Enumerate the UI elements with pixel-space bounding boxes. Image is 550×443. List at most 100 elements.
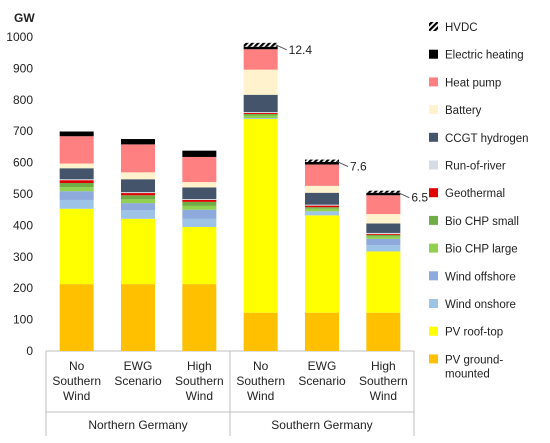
bar-segment-run-of-river — [121, 192, 155, 194]
bar-segment-heat-pump — [182, 156, 217, 183]
x-tick-label: No Southern Wind — [236, 359, 285, 403]
bar-segment-pv-ground-mounted — [243, 312, 278, 351]
bars — [59, 42, 401, 351]
bar-segment-run-of-river — [366, 232, 401, 234]
bar-segment-heat-pump — [121, 144, 155, 173]
bar-segment-run-of-river — [243, 112, 278, 113]
bar-segment-bio-chp-large — [182, 205, 217, 210]
bar-segment-wind-onshore — [243, 118, 278, 119]
bar-segment-heat-pump — [243, 49, 278, 70]
bar-segment-ccgt-hydrogen — [366, 223, 401, 233]
bar-segment-geothermal — [59, 180, 94, 184]
legend-swatch — [429, 160, 438, 170]
bar-segment-battery — [366, 214, 401, 224]
bar-segment-geothermal — [182, 199, 217, 202]
y-axis-label: GW — [14, 11, 35, 25]
bar-segment-bio-chp-large — [121, 199, 155, 204]
group-label: Northern Germany — [88, 418, 187, 432]
bar-segment-bio-chp-small — [243, 113, 278, 116]
bar-segment-bio-chp-large — [243, 115, 278, 119]
bar-segment-run-of-river — [305, 204, 339, 206]
legend-swatch — [429, 215, 438, 225]
legend-swatch — [429, 132, 438, 142]
bar-segment-hvdc — [305, 159, 339, 162]
bar-segment-ccgt-hydrogen — [182, 187, 217, 200]
bar-segment-heat-pump — [59, 136, 94, 164]
y-tick-label: 200 — [13, 281, 33, 295]
bar-segment-ccgt-hydrogen — [59, 168, 94, 180]
x-tick-label: EWG Scenario — [114, 359, 162, 388]
bar-segment-pv-ground-mounted — [366, 312, 401, 351]
annotation-leader — [275, 44, 287, 51]
bar-segment-wind-onshore — [121, 210, 155, 219]
legend-swatch — [429, 188, 438, 198]
annotation-leader — [336, 161, 349, 168]
bar-segment-electric-heating — [366, 192, 401, 196]
legend-label: Electric heating — [445, 50, 524, 62]
y-tick-label: 600 — [13, 156, 33, 170]
y-tick-label: 0 — [26, 344, 33, 358]
bar-segment-electric-heating — [121, 139, 155, 145]
bar-segment-wind-onshore — [366, 245, 401, 252]
legend-label: PV roof-top — [445, 327, 503, 339]
legend-swatch — [429, 243, 438, 253]
bar-segment-battery — [243, 69, 278, 95]
legend: HVDC Electric heating Heat pump Battery CCGT… — [429, 22, 529, 380]
bar-segment-hvdc — [366, 190, 401, 193]
annotation-label: 12.4 — [289, 43, 313, 57]
bar-segment-geothermal — [305, 205, 339, 208]
bar-segment-pv-ground-mounted — [121, 284, 155, 351]
bar-segment-ccgt-hydrogen — [121, 179, 155, 193]
y-tick-label: 500 — [13, 187, 33, 201]
legend-label: Wind onshore — [445, 299, 516, 311]
bar-segment-heat-pump — [366, 195, 401, 215]
bar-segment-pv-ground-mounted — [182, 284, 217, 351]
legend-swatch — [429, 22, 438, 31]
annotation-label: 6.5 — [411, 191, 428, 205]
legend-label: Geothermal — [445, 188, 505, 200]
bar-segment-pv-roof-top — [182, 226, 217, 285]
annotations: 12.4 7.6 6.5 — [275, 43, 428, 205]
bar-segment-battery — [182, 182, 217, 188]
bar-segment-hvdc — [243, 42, 278, 47]
y-tick-labels: 0 100 200 300 400 500 600 700 800 900 1000 — [6, 30, 33, 358]
legend-label: PV ground-mounted — [445, 354, 503, 380]
bar-segment-run-of-river — [182, 199, 217, 200]
legend-swatch — [429, 354, 438, 364]
x-tick-label: High Southern Wind — [175, 359, 224, 403]
annotation-leader — [398, 192, 410, 199]
bar-segment-run-of-river — [59, 179, 94, 181]
bar-segment-electric-heating — [182, 150, 217, 157]
bar-segment-wind-offshore — [59, 191, 94, 200]
bar-segment-wind-onshore — [305, 211, 339, 216]
legend-label: Wind offshore — [445, 271, 516, 283]
bar-segment-bio-chp-small — [305, 207, 339, 209]
x-tick-label: No Southern Wind — [52, 359, 101, 403]
y-tick-label: 400 — [13, 218, 33, 232]
bar-segment-wind-offshore — [366, 238, 401, 246]
legend-label: Run-of-river — [445, 161, 506, 173]
bar-segment-geothermal — [121, 193, 155, 196]
bar-segment-bio-chp-large — [59, 187, 94, 192]
bar-segment-pv-ground-mounted — [59, 284, 94, 351]
bar-segment-bio-chp-large — [305, 208, 339, 212]
legend-swatch — [429, 49, 438, 59]
bar-segment-pv-roof-top — [59, 208, 94, 285]
legend-label: HVDC — [445, 22, 478, 34]
bar-segment-electric-heating — [59, 131, 94, 137]
legend-swatch — [429, 299, 438, 308]
bar-segment-wind-offshore — [182, 209, 217, 219]
bar-segment-wind-onshore — [59, 199, 94, 209]
bar-segment-pv-ground-mounted — [305, 312, 339, 351]
bar-segment-bio-chp-large — [366, 236, 401, 239]
legend-label: Heat pump — [445, 77, 501, 89]
bar-segment-ccgt-hydrogen — [243, 94, 278, 113]
legend-swatch — [429, 77, 438, 87]
bar-segment-electric-heating — [243, 46, 278, 50]
bar-segment-ccgt-hydrogen — [305, 192, 339, 205]
legend-label: Bio CHP large — [445, 244, 518, 256]
annotation-label: 7.6 — [350, 160, 367, 174]
bar-segment-pv-roof-top — [305, 215, 339, 313]
x-tick-labels: No Southern Wind EWG Scenario High Southern Win… — [52, 359, 407, 403]
